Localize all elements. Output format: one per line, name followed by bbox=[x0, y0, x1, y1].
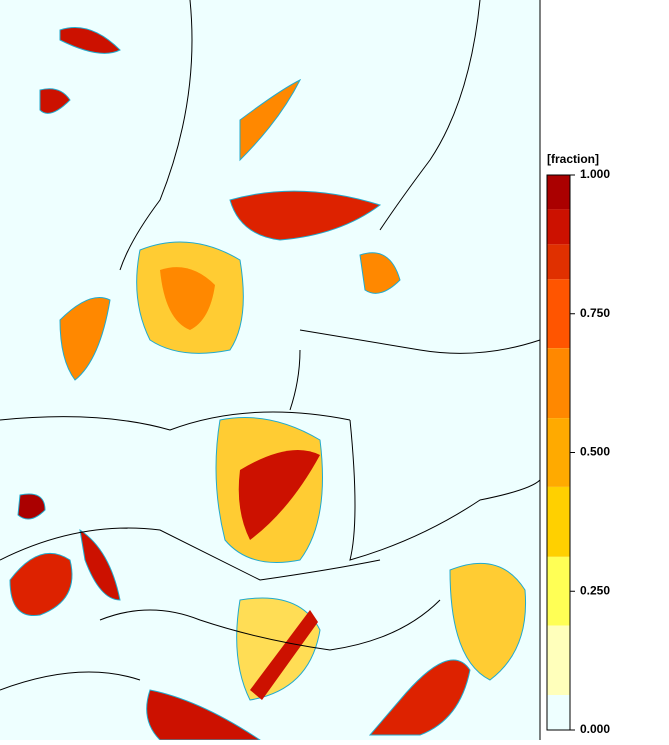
colorbar-band bbox=[547, 418, 570, 487]
colorbar-band bbox=[547, 556, 570, 626]
colorbar: 1.000 0.750 0.500 0.250 0.000 bbox=[546, 167, 610, 736]
colorbar-band bbox=[547, 486, 570, 557]
borders bbox=[0, 0, 541, 691]
colorbar-band bbox=[547, 695, 570, 730]
colorbar-tick-label: 0.500 bbox=[580, 445, 610, 459]
colorbar-tick-label: 1.000 bbox=[580, 167, 610, 181]
colorbar-band bbox=[547, 209, 570, 245]
colorbar-band bbox=[547, 348, 570, 419]
colorbar-band bbox=[547, 625, 570, 696]
colorbar-band bbox=[547, 175, 570, 210]
colorbar-band bbox=[547, 279, 570, 349]
colorbar-tick-label: 0.750 bbox=[580, 306, 610, 320]
colorbar-label: [fraction] bbox=[547, 152, 599, 166]
colorbar-tick-label: 0.000 bbox=[580, 722, 610, 736]
colorbar-band bbox=[547, 244, 570, 280]
field-blobs bbox=[9, 27, 527, 741]
colorbar-tick-label: 0.250 bbox=[580, 583, 610, 597]
